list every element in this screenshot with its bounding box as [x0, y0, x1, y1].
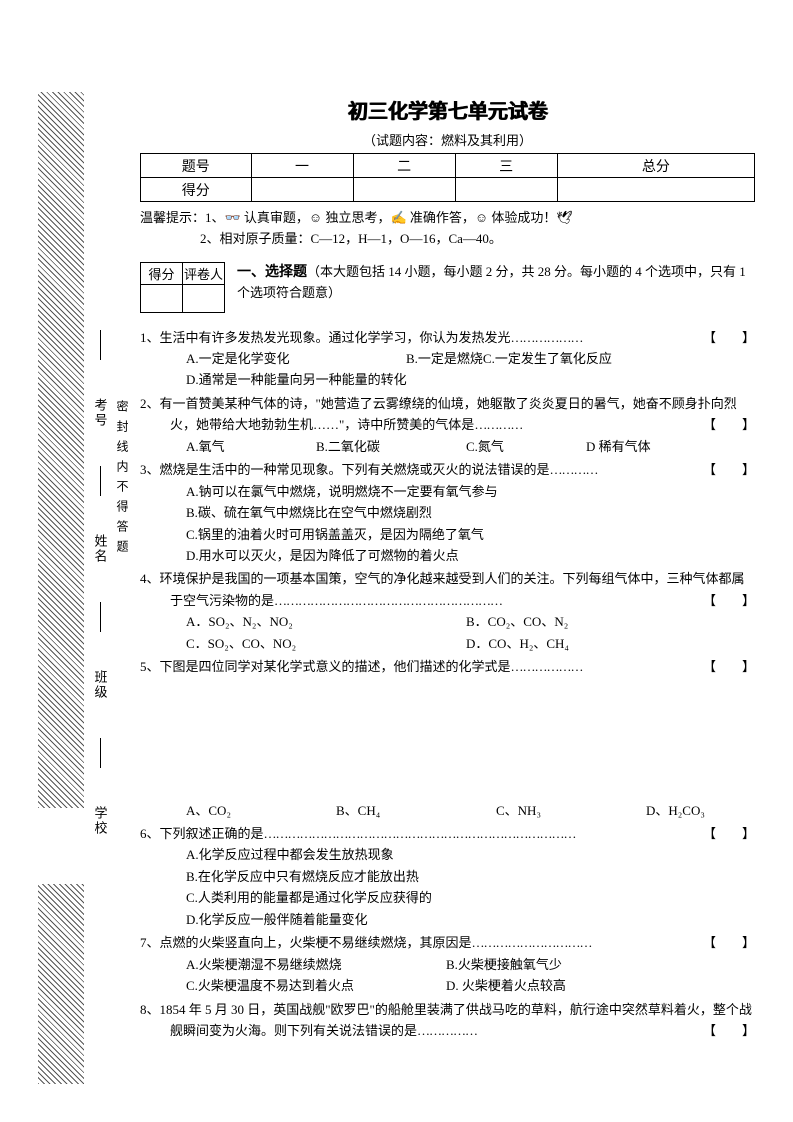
question: 8、1854 年 5 月 30 日，英国战舰"欧罗巴"的船舱里装满了供战马吃的草… — [140, 999, 755, 1042]
section-title-block: 一、选择题（本大题包括 14 小题，每小题 2 分，共 28 分。每小题的 4 … — [237, 262, 755, 303]
grader-score-cell — [141, 284, 183, 312]
option: A.钠可以在氯气中燃烧，说明燃烧不一定要有氧气参与 — [186, 481, 755, 502]
decorative-pattern-bottom — [38, 884, 84, 1084]
option: D.通常是一种能量向另一种能量的转化 — [186, 369, 407, 390]
question-list-2: 6、下列叙述正确的是……………………………………………………………………【 】A… — [140, 823, 755, 1041]
question-stem: 1、生活中有许多发热发光现象。通过化学学习，你认为发热发光………………【 】 — [140, 327, 755, 348]
question-options: A.一定是化学变化B.一定是燃烧C.一定发生了氧化反应 D.通常是一种能量向另一种… — [140, 348, 755, 391]
option: D.化学反应一般伴随着能量变化 — [186, 909, 755, 930]
option: D．CO、H₂、CH₄ — [466, 633, 569, 654]
answer-bracket: 【 】 — [733, 459, 755, 480]
exam-content: 初三化学第七单元试卷 （试题内容：燃料及其利用） 题号 一 二 三 总分 得分 … — [140, 95, 755, 1043]
option: B．CO₂、CO、N₂ — [466, 611, 568, 632]
option: C、NH₃ — [496, 800, 646, 821]
score-cell-2 — [353, 178, 455, 202]
question-stem: 7、点燃的火柴竖直向上，火柴梗不易继续燃烧，其原因是…………………………【 】 — [140, 932, 755, 953]
option: B.火柴梗接触氧气少 — [446, 954, 562, 975]
question-options: A.化学反应过程中都会发生放热现象B.在化学反应中只有燃烧反应才能放出热C.人类… — [140, 844, 755, 930]
section-title-text: 一、选择题 — [237, 265, 307, 280]
score-cell-1 — [251, 178, 353, 202]
binding-labels: 学校 班级 姓名 考号 — [90, 330, 110, 836]
seal-line-note: 密封线内不得答题 — [114, 400, 131, 560]
option: C.一定发生了氧化反应 — [483, 348, 703, 369]
question-stem: 4、环境保护是我国的一项基本国策，空气的净化越来越受到人们的关注。下列每组气体中… — [140, 568, 755, 611]
answer-bracket: 【 】 — [733, 1020, 755, 1041]
tips-block: 温馨提示：1、👓 认真审题，☺ 独立思考，✍ 准确作答，☺ 体验成功！🕊 2、相… — [140, 208, 755, 250]
section-header-row: 得分 评卷人 一、选择题（本大题包括 14 小题，每小题 2 分，共 28 分。… — [140, 262, 755, 313]
option: B.一定是燃烧 — [406, 348, 483, 369]
decorative-pattern-top — [38, 92, 84, 808]
option: C.火柴梗温度不易达到着火点 — [186, 975, 446, 996]
option: C．SO₂、CO、NO₂ — [186, 633, 466, 654]
option: A.火柴梗潮湿不易继续燃烧 — [186, 954, 446, 975]
answer-bracket: 【 】 — [733, 327, 755, 348]
question: 2、有一首赞美某种气体的诗，"她营造了云雾缭绕的仙境，她躯散了炎炎夏日的暑气，她… — [140, 393, 755, 457]
exam-title: 初三化学第七单元试卷 — [140, 95, 755, 124]
answer-bracket: 【 】 — [733, 590, 755, 611]
score-header-label: 题号 — [141, 154, 252, 178]
question-stem: 6、下列叙述正确的是……………………………………………………………………【 】 — [140, 823, 755, 844]
option: D.用水可以灭火，是因为降低了可燃物的着火点 — [186, 545, 755, 566]
answer-bracket: 【 】 — [733, 656, 755, 677]
option: C.锅里的油着火时可用锅盖盖灭，是因为隔绝了氧气 — [186, 524, 755, 545]
grader-person-label: 评卷人 — [183, 262, 225, 284]
grader-score-label: 得分 — [141, 262, 183, 284]
section-desc: （本大题包括 14 小题，每小题 2 分，共 28 分。每小题的 4 个选项中，… — [237, 264, 746, 300]
question-stem: 5、下图是四位同学对某化学式意义的描述，他们描述的化学式是………………【 】 — [140, 656, 755, 677]
option: C.氮气 — [466, 436, 586, 457]
score-header-total: 总分 — [557, 154, 754, 178]
option: D、H₂CO₃ — [646, 800, 705, 821]
question: 1、生活中有许多发热发光现象。通过化学学习，你认为发热发光………………【 】A.… — [140, 327, 755, 391]
grader-person-cell — [183, 284, 225, 312]
question-stem: 2、有一首赞美某种气体的诗，"她营造了云雾缭绕的仙境，她躯散了炎炎夏日的暑气，她… — [140, 393, 755, 436]
score-row-label: 得分 — [141, 178, 252, 202]
q5-options: A、CO₂B、CH₄C、NH₃D、H₂CO₃ — [140, 800, 755, 821]
option: A、CO₂ — [186, 800, 336, 821]
exam-subtitle: （试题内容：燃料及其利用） — [140, 130, 755, 149]
question: 3、燃烧是生活中的一种常见现象。下列有关燃烧或灭火的说法错误的是…………【 】A… — [140, 459, 755, 566]
side-label-school: 学校 — [91, 806, 110, 836]
side-label-name: 姓名 — [91, 534, 110, 564]
tips-line-1: 温馨提示：1、👓 认真审题，☺ 独立思考，✍ 准确作答，☺ 体验成功！🕊 — [140, 208, 755, 229]
question-options: A.氧气B.二氧化碳C.氮气D 稀有气体 — [140, 436, 755, 457]
score-cell-3 — [455, 178, 557, 202]
option: B、CH₄ — [336, 800, 496, 821]
option: A.一定是化学变化 — [186, 348, 406, 369]
option: B.在化学反应中只有燃烧反应才能放出热 — [186, 866, 755, 887]
option: A.化学反应过程中都会发生放热现象 — [186, 844, 755, 865]
question: 4、环境保护是我国的一项基本国策，空气的净化越来越受到人们的关注。下列每组气体中… — [140, 568, 755, 654]
option: A.氧气 — [186, 436, 316, 457]
answer-bracket: 【 】 — [733, 414, 755, 435]
grader-table: 得分 评卷人 — [140, 262, 225, 313]
question-stem: 8、1854 年 5 月 30 日，英国战舰"欧罗巴"的船舱里装满了供战马吃的草… — [140, 999, 755, 1042]
answer-bracket: 【 】 — [733, 823, 755, 844]
option: D 稀有气体 — [586, 436, 651, 457]
q5-figure-gap — [140, 680, 755, 800]
question: 6、下列叙述正确的是……………………………………………………………………【 】A… — [140, 823, 755, 930]
tips-line-2: 2、相对原子质量：C—12，H—1，O—16，Ca—40。 — [140, 229, 755, 250]
side-label-id: 考号 — [91, 398, 110, 428]
option: D. 火柴梗着火点较高 — [446, 975, 566, 996]
question-options: A.钠可以在氯气中燃烧，说明燃烧不一定要有氧气参与B.碳、硫在氧气中燃烧比在空气… — [140, 481, 755, 567]
option: A．SO₂、N₂、NO₂ — [186, 611, 466, 632]
question: 5、下图是四位同学对某化学式意义的描述，他们描述的化学式是………………【 】 — [140, 656, 755, 677]
question-list-1: 1、生活中有许多发热发光现象。通过化学学习，你认为发热发光………………【 】A.… — [140, 327, 755, 678]
option: B.碳、硫在氧气中燃烧比在空气中燃烧剧烈 — [186, 502, 755, 523]
question-options: A．SO₂、N₂、NO₂B．CO₂、CO、N₂C．SO₂、CO、NO₂D．CO、… — [140, 611, 755, 654]
question-stem: 3、燃烧是生活中的一种常见现象。下列有关燃烧或灭火的说法错误的是…………【 】 — [140, 459, 755, 480]
option: C.人类利用的能量都是通过化学反应获得的 — [186, 887, 755, 908]
question: 7、点燃的火柴竖直向上，火柴梗不易继续燃烧，其原因是…………………………【 】A… — [140, 932, 755, 996]
score-header-2: 二 — [353, 154, 455, 178]
side-label-class: 班级 — [91, 670, 110, 700]
score-cell-total — [557, 178, 754, 202]
score-table: 题号 一 二 三 总分 得分 — [140, 153, 755, 202]
score-header-3: 三 — [455, 154, 557, 178]
option: B.二氧化碳 — [316, 436, 466, 457]
answer-bracket: 【 】 — [733, 932, 755, 953]
score-header-1: 一 — [251, 154, 353, 178]
question-options: A.火柴梗潮湿不易继续燃烧B.火柴梗接触氧气少C.火柴梗温度不易达到着火点D. … — [140, 954, 755, 997]
